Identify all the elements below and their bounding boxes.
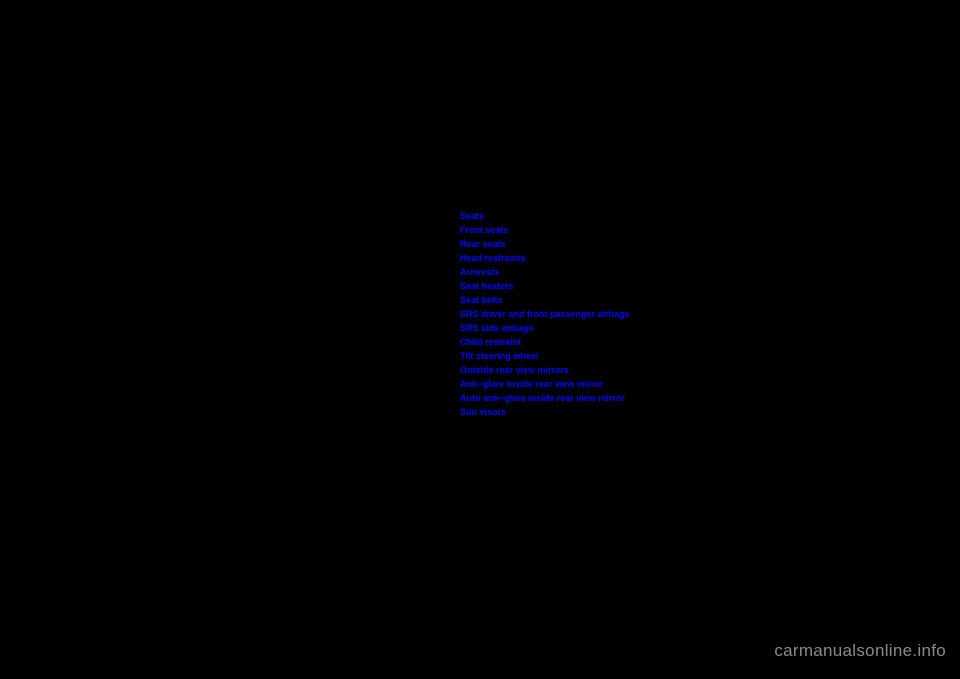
toc-link[interactable]: SRS side airbags	[460, 322, 630, 335]
toc-link[interactable]: Armrests	[460, 266, 630, 279]
watermark-text: carmanualsonline.info	[774, 641, 946, 661]
toc-link[interactable]: Auto anti−glare inside rear view mirror	[460, 392, 630, 405]
toc-link[interactable]: Seat belts	[460, 294, 630, 307]
toc-link[interactable]: Seat heaters	[460, 280, 630, 293]
toc-link[interactable]: Outside rear view mirrors	[460, 364, 630, 377]
toc-link[interactable]: Front seats	[460, 224, 630, 237]
toc-link[interactable]: Tilt steering wheel	[460, 350, 630, 363]
toc-link[interactable]: Rear seats	[460, 238, 630, 251]
toc-link[interactable]: SRS driver and front passenger airbags	[460, 308, 630, 321]
toc-link[interactable]: Sun visors	[460, 406, 630, 419]
toc-link-list: Seats Front seats Rear seats Head restra…	[460, 210, 630, 419]
toc-link[interactable]: Head restraints	[460, 252, 630, 265]
toc-link[interactable]: Child restraint	[460, 336, 630, 349]
toc-link[interactable]: Anti−glare inside rear view mirror	[460, 378, 630, 391]
toc-link[interactable]: Seats	[460, 210, 630, 223]
